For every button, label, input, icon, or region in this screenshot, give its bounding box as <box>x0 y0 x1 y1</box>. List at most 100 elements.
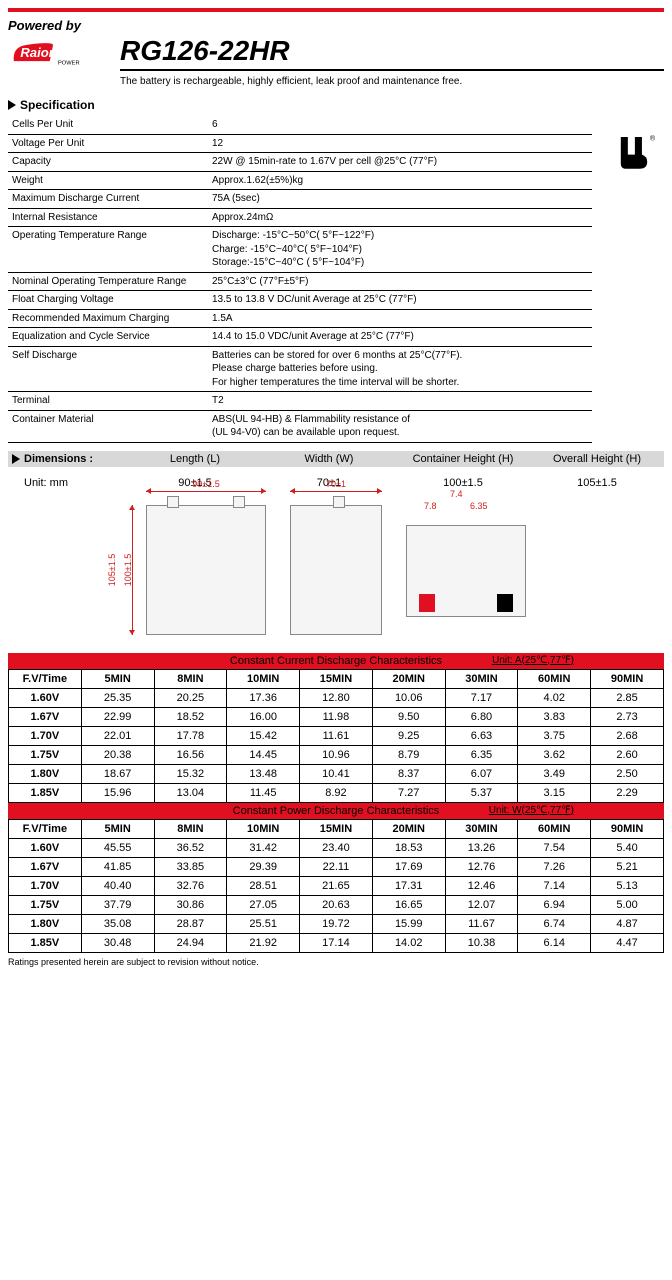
col-header: 20MIN <box>372 819 445 838</box>
row-voltage: 1.80V <box>9 914 82 933</box>
row-voltage: 1.70V <box>9 876 82 895</box>
table-row: 1.67V41.8533.8529.3922.1117.6912.767.265… <box>9 857 664 876</box>
specification-header: Specification <box>8 98 664 112</box>
col-header: 30MIN <box>445 819 518 838</box>
spec-label: Operating Temperature Range <box>8 227 208 273</box>
cell-value: 13.04 <box>154 783 227 802</box>
cell-value: 17.69 <box>372 857 445 876</box>
dimensions-header-row: Dimensions : Length (L) Width (W) Contai… <box>8 451 664 467</box>
table-row: 1.70V22.0117.7815.4211.619.256.633.752.6… <box>9 726 664 745</box>
spec-row: Self DischargeBatteries can be stored fo… <box>8 346 592 392</box>
col-header: 15MIN <box>300 669 373 688</box>
cell-value: 17.36 <box>227 688 300 707</box>
spec-row: Nominal Operating Temperature Range25°C±… <box>8 272 592 291</box>
table-row: 1.70V40.4032.7628.5121.6517.3112.467.145… <box>9 876 664 895</box>
product-code: RG126-22HR <box>120 35 664 71</box>
cell-value: 10.96 <box>300 745 373 764</box>
arrow-icon <box>8 100 16 110</box>
spec-label: Container Material <box>8 410 208 442</box>
spec-value: Discharge: -15°C~50°C( 5°F~122°F)Charge:… <box>208 227 592 273</box>
diagram-side: 70±1 <box>290 505 382 635</box>
cell-value: 8.79 <box>372 745 445 764</box>
col-header: 8MIN <box>154 669 227 688</box>
cell-value: 11.61 <box>300 726 373 745</box>
dimensions-title: Dimensions : <box>24 453 93 465</box>
cell-value: 5.13 <box>591 876 664 895</box>
dim-col-width: Width (W) <box>262 451 396 467</box>
spec-row: Recommended Maximum Charging1.5A <box>8 309 592 328</box>
cell-value: 32.76 <box>154 876 227 895</box>
table-row: 1.67V22.9918.5216.0011.989.506.803.832.7… <box>9 707 664 726</box>
discharge-current-title: Constant Current Discharge Characteristi… <box>230 655 442 667</box>
table-row: 1.80V18.6715.3213.4810.418.376.073.492.5… <box>9 764 664 783</box>
cell-value: 9.50 <box>372 707 445 726</box>
product-description: The battery is rechargeable, highly effi… <box>120 75 664 88</box>
cell-value: 37.79 <box>81 895 154 914</box>
table-row: 1.80V35.0828.8725.5119.7215.9911.676.744… <box>9 914 664 933</box>
title-block: RG126-22HR The battery is rechargeable, … <box>120 35 664 88</box>
col-header: 60MIN <box>518 669 591 688</box>
cell-value: 17.78 <box>154 726 227 745</box>
cell-value: 18.52 <box>154 707 227 726</box>
cell-value: 14.45 <box>227 745 300 764</box>
cell-value: 11.98 <box>300 707 373 726</box>
cell-value: 20.63 <box>300 895 373 914</box>
cell-value: 30.86 <box>154 895 227 914</box>
cell-value: 6.80 <box>445 707 518 726</box>
spec-label: Nominal Operating Temperature Range <box>8 272 208 291</box>
cell-value: 36.52 <box>154 838 227 857</box>
row-voltage: 1.75V <box>9 895 82 914</box>
spec-value: 75A (5sec) <box>208 190 592 209</box>
diagram-top: 7.8 7.4 6.35 <box>406 505 526 635</box>
dim-col-container-h: Container Height (H) <box>396 451 530 467</box>
discharge-current-unit: Unit: A(25℃,77℉) <box>492 655 574 666</box>
cell-value: 12.76 <box>445 857 518 876</box>
table-corner: F.V/Time <box>9 669 82 688</box>
row-voltage: 1.85V <box>9 783 82 802</box>
cell-value: 16.65 <box>372 895 445 914</box>
arrow-icon <box>12 454 20 464</box>
cell-value: 15.42 <box>227 726 300 745</box>
cell-value: 12.46 <box>445 876 518 895</box>
spec-row: Float Charging Voltage13.5 to 13.8 V DC/… <box>8 291 592 310</box>
cell-value: 4.87 <box>591 914 664 933</box>
cell-value: 21.65 <box>300 876 373 895</box>
spec-value: 14.4 to 15.0 VDC/unit Average at 25°C (7… <box>208 328 592 347</box>
cell-value: 7.17 <box>445 688 518 707</box>
cell-value: 2.50 <box>591 764 664 783</box>
top-accent-bar <box>8 8 664 12</box>
dim-col-overall-h: Overall Height (H) <box>530 451 664 467</box>
cell-value: 33.85 <box>154 857 227 876</box>
spec-value: Batteries can be stored for over 6 month… <box>208 346 592 392</box>
col-header: 10MIN <box>227 819 300 838</box>
svg-text:POWER: POWER <box>58 60 80 66</box>
cell-value: 20.38 <box>81 745 154 764</box>
spec-row: Container MaterialABS(UL 94-HB) & Flamma… <box>8 410 592 442</box>
table-row: 1.60V25.3520.2517.3612.8010.067.174.022.… <box>9 688 664 707</box>
spec-value: 22W @ 15min-rate to 1.67V per cell @25°C… <box>208 153 592 172</box>
certification-mark: ® <box>604 116 664 443</box>
cell-value: 15.32 <box>154 764 227 783</box>
discharge-current-table: F.V/Time5MIN8MIN10MIN15MIN20MIN30MIN60MI… <box>8 669 664 803</box>
col-header: 8MIN <box>154 819 227 838</box>
cell-value: 22.01 <box>81 726 154 745</box>
spec-label: Internal Resistance <box>8 208 208 227</box>
discharge-power-title: Constant Power Discharge Characteristics <box>233 805 440 817</box>
row-voltage: 1.60V <box>9 838 82 857</box>
cell-value: 3.83 <box>518 707 591 726</box>
dim-val-container-h: 100±1.5 <box>396 475 530 491</box>
terminal-negative <box>497 594 513 612</box>
spec-label: Float Charging Voltage <box>8 291 208 310</box>
table-row: 1.75V20.3816.5614.4510.968.796.353.622.6… <box>9 745 664 764</box>
cell-value: 8.92 <box>300 783 373 802</box>
brand-logo: Raion POWER <box>8 35 108 71</box>
spec-value: 12 <box>208 134 592 153</box>
spec-row: Operating Temperature RangeDischarge: -1… <box>8 227 592 273</box>
cell-value: 22.99 <box>81 707 154 726</box>
col-header: 15MIN <box>300 819 373 838</box>
cell-value: 3.62 <box>518 745 591 764</box>
spec-table: Cells Per Unit6Voltage Per Unit12Capacit… <box>8 116 592 443</box>
ratings-footnote: Ratings presented herein are subject to … <box>8 957 664 967</box>
cell-value: 2.29 <box>591 783 664 802</box>
spec-label: Terminal <box>8 392 208 411</box>
